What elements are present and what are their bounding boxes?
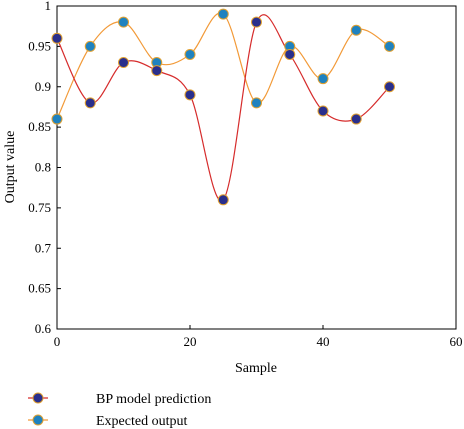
data-point-series-1 [184,48,196,60]
y-tick-label: 0.65 [28,281,51,296]
x-tick-label: 40 [317,334,330,349]
x-tick-label: 0 [54,334,61,349]
x-tick-label: 20 [184,334,197,349]
y-tick-label: 0.9 [35,79,51,94]
y-tick-label: 0.6 [35,321,52,336]
data-point-series-1 [51,113,63,125]
data-point-series-0 [51,32,63,44]
legend-item-expected-output: Expected output [28,414,187,429]
x-axis-title: Sample [235,361,277,376]
series-layer [51,8,395,206]
y-tick-label: 0.75 [28,200,51,215]
data-point-series-1 [350,24,362,36]
data-point-series-0 [384,81,395,93]
data-point-series-1 [118,16,129,28]
data-point-series-0 [151,65,163,77]
plot-frame [56,5,457,330]
data-point-series-1 [251,97,262,109]
data-point-series-0 [251,16,262,28]
y-tick-label: 0.95 [28,38,51,53]
ticks-layer: 0 20 40 60 0.6 0.65 0.7 0.75 0.8 0.85 0.9 0.95 1 [28,0,462,349]
data-point-series-1 [384,40,395,52]
y-tick-label: 1 [45,0,52,13]
legend-label-bp: BP model prediction [96,392,211,407]
series-line-0 [56,14,390,202]
legend: BP model prediction Expected output [28,392,211,429]
legend-marker-bp [32,392,44,404]
y-tick-label: 0.85 [28,119,51,134]
data-point-series-0 [217,194,229,206]
legend-item-bp-model-prediction: BP model prediction [28,392,211,407]
data-point-series-1 [317,73,329,85]
y-tick-label: 0.7 [35,240,52,255]
data-point-series-0 [350,113,362,125]
legend-label-expected: Expected output [96,414,187,429]
series-line-1 [56,12,390,120]
data-point-series-0 [284,48,296,60]
data-point-series-1 [217,8,229,20]
data-point-series-0 [317,105,329,117]
data-point-series-1 [84,40,96,52]
data-point-series-0 [118,57,129,69]
data-point-series-0 [184,89,196,101]
y-tick-label: 0.8 [35,160,51,175]
legend-marker-expected [32,414,44,426]
y-axis-title: Output value [3,131,18,204]
data-point-series-0 [84,97,96,109]
x-tick-label: 60 [450,334,463,349]
